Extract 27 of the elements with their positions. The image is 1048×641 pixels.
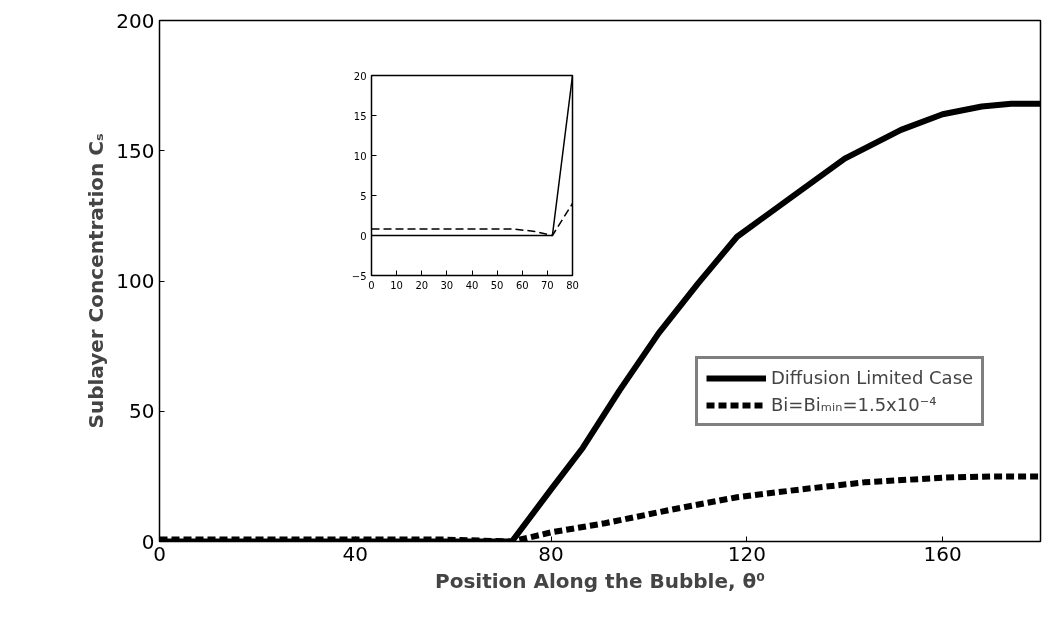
x-tick-label: 120 [727, 541, 766, 566]
y-tick-label: 50 [129, 399, 155, 424]
x-tick-label: 30 [440, 279, 454, 291]
y-tick-label: 150 [116, 138, 155, 163]
x-tick-label: 80 [538, 541, 564, 566]
x-tick-label: 50 [490, 279, 504, 291]
x-tick-label: 160 [923, 541, 962, 566]
legend-label: Bi=Biₘᵢₙ=1.5x10⁻⁴ [771, 394, 937, 415]
y-tick-label: 100 [116, 269, 155, 293]
legend-label: Diffusion Limited Case [771, 367, 974, 388]
y-tick-label: 0 [360, 230, 367, 242]
x-tick-label: 0 [368, 279, 375, 291]
y-tick-label: −5 [351, 270, 367, 282]
x-tick-label: 20 [415, 279, 429, 291]
y-tick-label: 15 [353, 110, 367, 122]
x-tick-label: 10 [390, 279, 403, 291]
x-tick-label: 70 [541, 279, 554, 291]
y-tick-label: 5 [360, 190, 367, 202]
x-tick-label: 40 [342, 541, 369, 566]
y-axis-title: Sublayer Concentration Cₛ [84, 133, 109, 429]
x-tick-label: 60 [515, 279, 529, 291]
y-tick-label: 200 [116, 8, 155, 33]
x-axis-title: Position Along the Bubble, θ⁰ [434, 568, 766, 593]
x-tick-label: 80 [566, 279, 579, 291]
x-tick-label: 40 [465, 279, 479, 291]
y-tick-label: 10 [353, 150, 367, 162]
y-tick-label: 20 [353, 70, 367, 82]
